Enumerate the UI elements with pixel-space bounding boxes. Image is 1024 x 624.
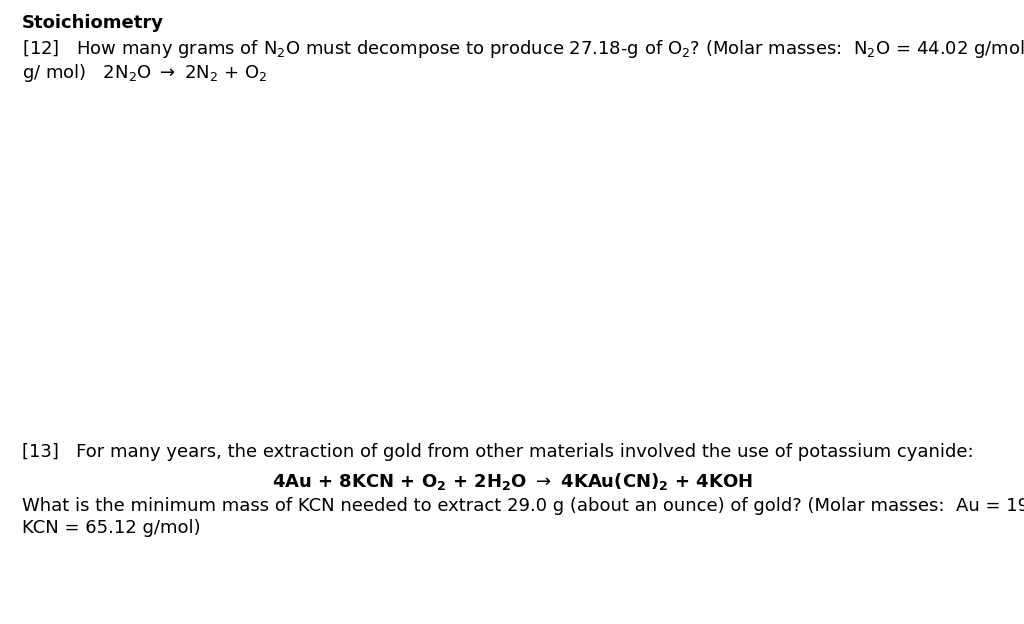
- Text: Stoichiometry: Stoichiometry: [22, 14, 164, 32]
- Text: KCN = 65.12 g/mol): KCN = 65.12 g/mol): [22, 519, 201, 537]
- Text: What is the minimum mass of KCN needed to extract 29.0 g (about an ounce) of gol: What is the minimum mass of KCN needed t…: [22, 497, 1024, 515]
- Text: 4Au + 8KCN + $\mathregular{O_2}$ + $\mathregular{2H_2O}$ $\rightarrow$ $\mathreg: 4Au + 8KCN + $\mathregular{O_2}$ + $\mat…: [271, 471, 753, 492]
- Text: [12]   How many grams of $\mathregular{N_2O}$ must decompose to produce 27.18-g : [12] How many grams of $\mathregular{N_2…: [22, 38, 1024, 60]
- Text: g/ mol)   $\mathregular{2N_2O}$ $\rightarrow$ $\mathregular{2N_2}$ + $\mathregul: g/ mol) $\mathregular{2N_2O}$ $\rightarr…: [22, 62, 267, 84]
- Text: [13]   For many years, the extraction of gold from other materials involved the : [13] For many years, the extraction of g…: [22, 443, 974, 461]
